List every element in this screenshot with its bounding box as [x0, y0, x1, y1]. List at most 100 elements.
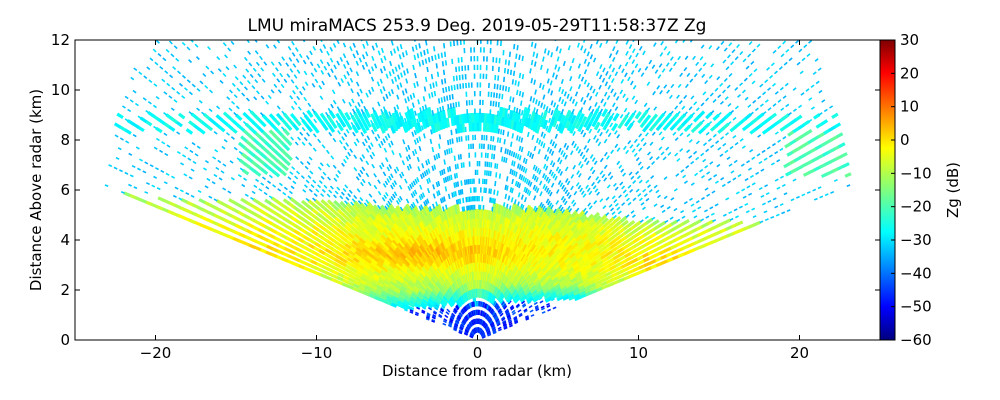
radar-gate: [202, 73, 207, 77]
radar-gate: [534, 166, 538, 172]
radar-gate: [303, 136, 308, 142]
radar-gate: [573, 143, 577, 149]
radar-gate: [542, 287, 550, 294]
radar-gate: [605, 212, 610, 217]
radar-gate: [303, 114, 312, 123]
radar-gate: [282, 128, 291, 136]
radar-gate: [385, 203, 390, 208]
radar-gate: [380, 47, 384, 53]
radar-gate: [426, 299, 434, 307]
radar-gate: [508, 51, 511, 57]
radar-gate: [457, 198, 460, 205]
radar-gate: [594, 188, 599, 193]
radar-gate: [516, 201, 520, 207]
radar-gate: [595, 111, 602, 121]
radar-gate: [262, 162, 271, 170]
radar-gate: [422, 96, 426, 102]
radar-gate: [640, 137, 645, 142]
radar-gate: [414, 263, 422, 272]
radar-gate: [679, 233, 688, 240]
radar-gate: [573, 292, 581, 299]
radar-gate: [658, 244, 666, 250]
radar-gate: [204, 160, 209, 164]
radar-gate: [306, 132, 311, 137]
radar-gate: [292, 90, 296, 95]
radar-gate: [491, 328, 497, 332]
radar-gate: [725, 66, 730, 71]
radar-gate: [548, 251, 556, 260]
radar-gate: [419, 230, 427, 240]
radar-gate: [280, 83, 285, 89]
radar-gate: [749, 111, 754, 116]
radar-gate: [563, 223, 571, 232]
radar-gate: [516, 181, 520, 188]
radar-gate: [319, 112, 327, 122]
radar-gate: [568, 295, 576, 301]
radar-gate: [789, 118, 798, 125]
radar-gate: [739, 82, 744, 87]
radar-gate: [339, 195, 344, 200]
radar-gate: [365, 148, 370, 153]
radar-gate: [247, 116, 255, 124]
radar-gate: [249, 143, 258, 151]
radar-gate: [355, 226, 364, 234]
radar-gate: [779, 125, 788, 132]
radar-gate: [342, 228, 350, 236]
radar-gate: [500, 147, 503, 153]
radar-gate: [412, 283, 421, 291]
radar-gate: [350, 201, 355, 206]
radar-gate: [660, 151, 665, 156]
radar-gate: [341, 136, 345, 141]
radar-gate: [538, 139, 542, 145]
radar-gate: [198, 99, 203, 104]
radar-gate: [546, 233, 554, 243]
radar-gate: [275, 128, 284, 137]
radar-gate: [340, 78, 345, 83]
radar-gate: [407, 224, 415, 233]
radar-gate: [361, 213, 369, 222]
radar-gate: [377, 223, 385, 232]
radar-gate: [630, 228, 638, 236]
radar-gate: [395, 277, 404, 285]
radar-gate: [247, 149, 256, 157]
radar-gate: [716, 76, 721, 81]
radar-gate: [535, 285, 544, 293]
radar-gate: [318, 248, 326, 255]
radar-gate: [300, 175, 305, 179]
radar-gate: [574, 295, 582, 302]
radar-gate: [596, 191, 601, 196]
radar-gate: [506, 185, 509, 191]
radar-gate: [558, 243, 567, 252]
radar-gate: [282, 112, 291, 121]
radar-gate: [425, 223, 433, 233]
radar-gate: [534, 306, 539, 310]
radar-gate: [353, 167, 358, 172]
radar-gate: [413, 82, 416, 89]
radar-gate: [388, 260, 397, 268]
radar-gate: [406, 106, 410, 112]
radar-gate: [524, 315, 529, 319]
radar-gate: [568, 251, 576, 259]
radar-gate: [168, 95, 173, 99]
radar-gate: [611, 250, 620, 257]
radar-gate: [326, 199, 335, 207]
radar-gate: [244, 193, 249, 197]
radar-gate: [584, 263, 593, 271]
radar-gate: [566, 246, 575, 254]
radar-gate: [610, 149, 615, 154]
radar-gate: [764, 79, 769, 84]
radar-gate: [548, 266, 556, 275]
radar-gate: [235, 105, 240, 110]
radar-gate: [388, 283, 396, 290]
radar-gate: [365, 40, 369, 46]
radar-gate: [605, 196, 610, 201]
radar-gate: [272, 184, 277, 188]
radar-gate: [535, 205, 542, 215]
radar-gate: [366, 135, 371, 141]
radar-gate: [614, 239, 623, 246]
radar-gate: [319, 220, 328, 227]
radar-gate: [358, 57, 363, 63]
radar-gate: [195, 56, 200, 61]
radar-gate: [262, 204, 271, 211]
radar-gate: [420, 204, 424, 210]
